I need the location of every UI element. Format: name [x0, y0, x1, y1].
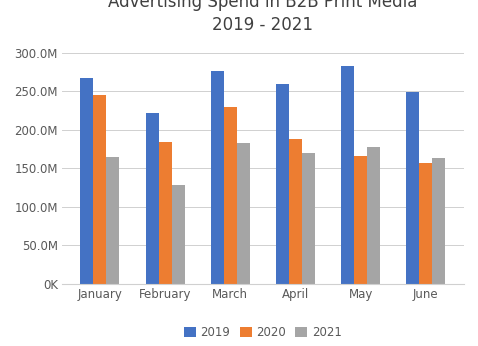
Title: Advertising Spend in B2B Print Media
2019 - 2021: Advertising Spend in B2B Print Media 201…	[108, 0, 418, 34]
Bar	[302, 153, 315, 284]
Bar	[289, 139, 302, 284]
Bar	[211, 71, 224, 284]
Bar	[172, 184, 185, 284]
Bar	[367, 147, 380, 284]
Bar	[146, 113, 159, 284]
Bar	[406, 92, 419, 284]
Bar	[419, 163, 433, 284]
Bar	[276, 84, 289, 284]
Bar	[354, 156, 367, 284]
Bar	[237, 143, 250, 284]
Bar	[159, 142, 172, 284]
Bar	[80, 78, 93, 284]
Bar	[341, 66, 354, 284]
Bar	[433, 158, 445, 284]
Legend: 2019, 2020, 2021: 2019, 2020, 2021	[179, 321, 347, 344]
Bar	[107, 157, 120, 284]
Bar	[224, 107, 237, 284]
Bar	[93, 94, 107, 284]
